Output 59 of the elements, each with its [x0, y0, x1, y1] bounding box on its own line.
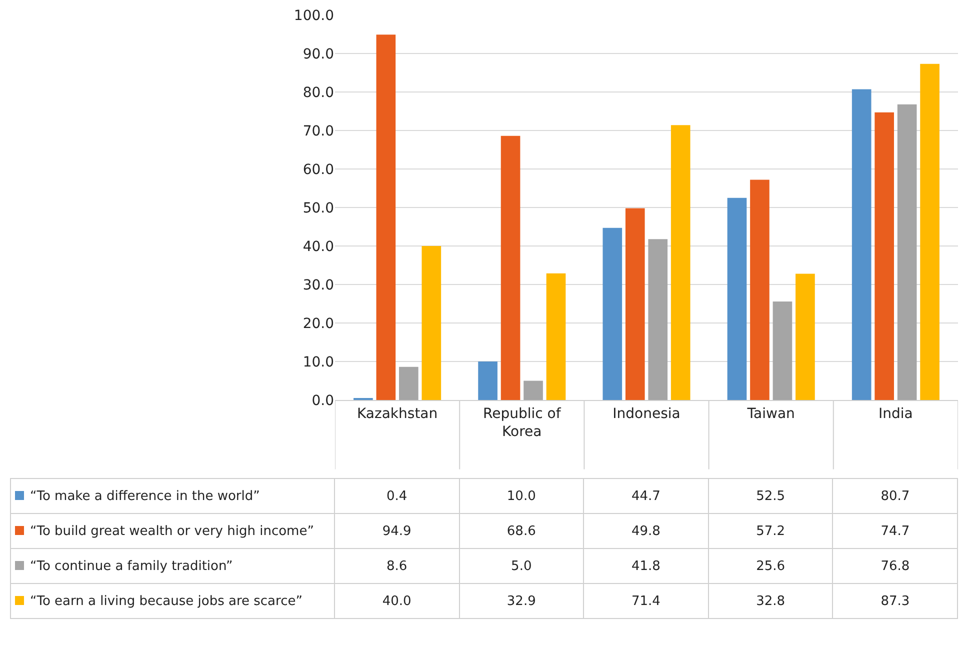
data-label: 74.7 — [832, 514, 958, 548]
bar — [376, 34, 396, 400]
bar — [874, 112, 894, 400]
data-label: 68.6 — [459, 514, 584, 548]
x-tick-label: Kazakhstan — [356, 406, 438, 422]
bar — [524, 380, 543, 400]
bar — [648, 239, 668, 400]
data-label: 25.6 — [708, 548, 833, 584]
data-label: 32.9 — [459, 584, 584, 618]
y-tick-label: 100.0 — [294, 8, 334, 24]
bar — [852, 89, 872, 400]
y-tick-label: 90.0 — [302, 46, 334, 62]
bar — [772, 301, 792, 400]
x-tick-label: Indonesia — [612, 406, 680, 422]
data-label: 44.7 — [584, 478, 708, 514]
data-label: 5.0 — [459, 548, 584, 584]
bar — [796, 274, 815, 400]
data-label: 80.7 — [832, 478, 958, 514]
data-label: 32.8 — [708, 584, 833, 618]
data-label: 87.3 — [832, 584, 958, 618]
data-label: 0.4 — [334, 478, 460, 514]
bar — [546, 273, 566, 400]
x-tick-label: Republic of Korea — [483, 406, 562, 440]
bar — [422, 246, 442, 400]
legend-label: “To build great wealth or very high income” — [30, 524, 314, 538]
data-label: 10.0 — [459, 478, 584, 514]
data-label: 94.9 — [334, 514, 460, 548]
y-tick-label: 70.0 — [302, 123, 334, 140]
data-label: 8.6 — [334, 548, 460, 584]
data-label: 40.0 — [334, 584, 460, 618]
bar — [399, 366, 418, 400]
bar — [625, 208, 645, 400]
y-tick-label: 30.0 — [302, 277, 334, 294]
y-tick-label: 20.0 — [302, 316, 334, 332]
legend-label: “To earn a living because jobs are scarce” — [30, 594, 302, 608]
x-tick-label: Taiwan — [746, 406, 795, 422]
y-tick-label: 10.0 — [302, 354, 334, 370]
data-label: 57.2 — [708, 514, 833, 548]
legend-label: “To make a difference in the world” — [30, 488, 260, 504]
bar — [750, 180, 770, 400]
data-label: 41.8 — [584, 548, 708, 584]
y-tick-label: 0.0 — [312, 392, 334, 409]
y-tick-label: 80.0 — [302, 84, 334, 101]
bar — [478, 362, 498, 400]
y-tick-label: 40.0 — [302, 238, 334, 255]
bar — [602, 228, 622, 400]
x-tick-label: India — [878, 406, 913, 422]
y-tick-label: 50.0 — [302, 200, 334, 216]
y-tick-label: 60.0 — [302, 162, 334, 178]
data-label: 52.5 — [708, 478, 833, 514]
data-label: 76.8 — [832, 548, 958, 584]
legend-label: “To continue a family tradition” — [30, 558, 233, 574]
data-label: 49.8 — [584, 514, 708, 548]
bar — [500, 136, 520, 400]
data-label: 71.4 — [584, 584, 708, 618]
bar — [920, 64, 940, 400]
bar — [897, 104, 917, 400]
bar — [670, 125, 690, 400]
bar — [727, 198, 747, 400]
